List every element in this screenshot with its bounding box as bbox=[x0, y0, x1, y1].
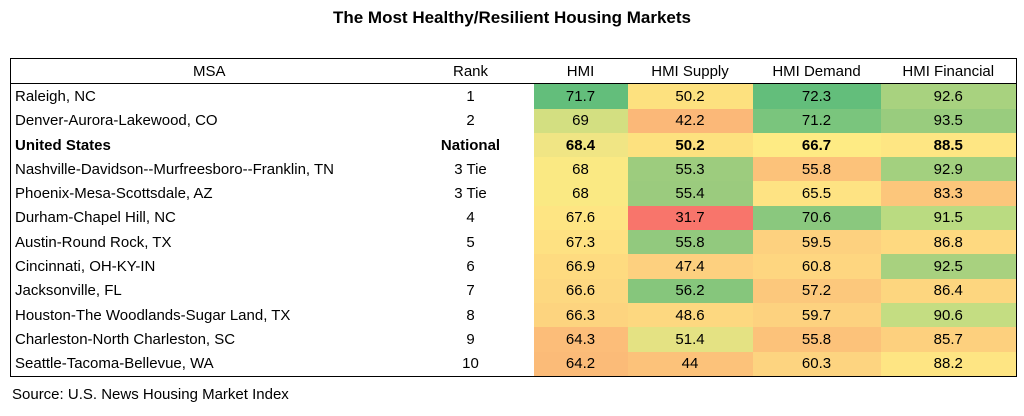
cell-hmi-financial: 86.8 bbox=[880, 230, 1017, 255]
table-row: Charleston-North Charleston, SC 9 64.3 51.4… bbox=[11, 327, 1017, 352]
table-row: Austin-Round Rock, TX 5 67.3 55.8 59.5 86.8 bbox=[11, 230, 1017, 255]
cell-hmi-financial: 92.6 bbox=[880, 83, 1017, 109]
cell-msa: Charleston-North Charleston, SC bbox=[15, 330, 236, 348]
cell-msa: Nashville-Davidson--Murfreesboro--Frankl… bbox=[15, 160, 334, 178]
cell-hmi-financial: 83.3 bbox=[880, 181, 1017, 206]
cell-hmi: 67.6 bbox=[533, 205, 628, 231]
cell-hmi-demand: 60.8 bbox=[752, 254, 881, 279]
cell-msa: Austin-Round Rock, TX bbox=[15, 233, 172, 251]
cell-hmi-demand: 71.2 bbox=[752, 108, 881, 133]
cell-hmi-demand: 65.5 bbox=[752, 181, 881, 206]
cell-msa: Jacksonville, FL bbox=[15, 282, 122, 300]
cell-hmi: 64.2 bbox=[533, 351, 628, 377]
cell-hmi-demand: 66.7 bbox=[752, 132, 881, 158]
cell-rank: 3 Tie bbox=[454, 185, 487, 203]
cell-rank: 7 bbox=[466, 282, 475, 300]
table-row: United States National 68.4 50.2 66.7 88.5 bbox=[11, 132, 1017, 158]
cell-msa: Raleigh, NC bbox=[15, 87, 96, 105]
table-row: Houston-The Woodlands-Sugar Land, TX 8 66.… bbox=[11, 302, 1017, 328]
cell-hmi-demand: 59.5 bbox=[752, 230, 881, 255]
cell-msa: Phoenix-Mesa-Scottsdale, AZ bbox=[15, 185, 213, 203]
cell-rank: 10 bbox=[462, 355, 479, 373]
cell-msa: Seattle-Tacoma-Bellevue, WA bbox=[15, 355, 214, 373]
cell-hmi: 71.7 bbox=[533, 83, 628, 109]
cell-hmi-demand: 55.8 bbox=[752, 327, 881, 352]
column-header-hmi-financial: HMI Financial bbox=[880, 58, 1017, 85]
table-row: Jacksonville, FL 7 66.6 56.2 57.2 86.4 bbox=[11, 278, 1017, 303]
cell-rank: 9 bbox=[466, 330, 475, 348]
cell-hmi-financial: 88.5 bbox=[880, 132, 1017, 158]
cell-hmi-financial: 93.5 bbox=[880, 108, 1017, 133]
cell-hmi-supply: 48.6 bbox=[627, 302, 753, 328]
cell-rank: National bbox=[440, 136, 501, 154]
cell-hmi-financial: 88.2 bbox=[880, 351, 1017, 377]
cell-hmi-supply: 55.4 bbox=[627, 181, 753, 206]
cell-hmi-demand: 72.3 bbox=[752, 83, 881, 109]
cell-hmi-financial: 90.6 bbox=[880, 302, 1017, 328]
cell-hmi-financial: 85.7 bbox=[880, 327, 1017, 352]
cell-hmi: 68.4 bbox=[533, 132, 628, 158]
cell-hmi: 67.3 bbox=[533, 230, 628, 255]
cell-rank: 8 bbox=[466, 306, 475, 324]
column-header-rank: Rank bbox=[407, 58, 534, 85]
cell-msa: Houston-The Woodlands-Sugar Land, TX bbox=[15, 306, 291, 324]
cell-hmi-supply: 44 bbox=[627, 351, 753, 377]
table-row: Durham-Chapel Hill, NC 4 67.6 31.7 70.6 91.5 bbox=[11, 205, 1017, 231]
cell-hmi-demand: 59.7 bbox=[752, 302, 881, 328]
cell-msa: Denver-Aurora-Lakewood, CO bbox=[15, 112, 218, 130]
source-note: Source: U.S. News Housing Market Index bbox=[12, 386, 289, 403]
cell-hmi-demand: 70.6 bbox=[752, 205, 881, 231]
table-row: Cincinnati, OH-KY-IN 6 66.9 47.4 60.8 92.5 bbox=[11, 254, 1017, 279]
cell-hmi-supply: 55.3 bbox=[627, 157, 753, 182]
table-title: The Most Healthy/Resilient Housing Marke… bbox=[332, 8, 691, 27]
cell-hmi-financial: 92.5 bbox=[880, 254, 1017, 279]
cell-rank: 3 Tie bbox=[454, 160, 487, 178]
cell-hmi-supply: 50.2 bbox=[627, 132, 753, 158]
table-body: Raleigh, NC 1 71.7 50.2 72.3 92.6 Denver-Auror… bbox=[11, 83, 1017, 377]
cell-rank: 6 bbox=[466, 258, 475, 276]
cell-rank: 1 bbox=[466, 87, 475, 105]
table-row: Seattle-Tacoma-Bellevue, WA 10 64.2 44 60.3 8… bbox=[11, 351, 1017, 377]
cell-hmi-supply: 55.8 bbox=[627, 230, 753, 255]
cell-hmi-supply: 56.2 bbox=[627, 278, 753, 303]
cell-hmi: 68 bbox=[533, 157, 628, 182]
cell-hmi-demand: 60.3 bbox=[752, 351, 881, 377]
housing-markets-table: MSA Rank HMI HMI Supply HMI Demand HMI F… bbox=[10, 58, 1017, 377]
table-row: Denver-Aurora-Lakewood, CO 2 69 42.2 71.2 93.… bbox=[11, 108, 1017, 133]
header-row: MSA Rank HMI HMI Supply HMI Demand HMI F… bbox=[10, 58, 1017, 85]
cell-hmi-supply: 50.2 bbox=[627, 83, 753, 109]
cell-hmi-financial: 92.9 bbox=[880, 157, 1017, 182]
cell-hmi: 66.3 bbox=[533, 302, 628, 328]
cell-hmi-supply: 51.4 bbox=[627, 327, 753, 352]
cell-hmi-supply: 31.7 bbox=[627, 205, 753, 231]
cell-msa: Cincinnati, OH-KY-IN bbox=[15, 258, 156, 276]
cell-hmi-financial: 86.4 bbox=[880, 278, 1017, 303]
cell-hmi: 69 bbox=[533, 108, 628, 133]
cell-rank: 4 bbox=[466, 209, 475, 227]
column-header-hmi-demand: HMI Demand bbox=[752, 58, 881, 85]
cell-hmi: 68 bbox=[533, 181, 628, 206]
cell-hmi-demand: 55.8 bbox=[752, 157, 881, 182]
cell-hmi: 66.9 bbox=[533, 254, 628, 279]
column-header-msa: MSA bbox=[10, 58, 408, 85]
cell-rank: 2 bbox=[466, 112, 475, 130]
table-row: Phoenix-Mesa-Scottsdale, AZ 3 Tie 68 55.4 65… bbox=[11, 181, 1017, 206]
table-row: Nashville-Davidson--Murfreesboro--Frankl… bbox=[11, 157, 1017, 182]
cell-hmi-supply: 47.4 bbox=[627, 254, 753, 279]
cell-hmi-demand: 57.2 bbox=[752, 278, 881, 303]
cell-msa: United States bbox=[15, 136, 111, 154]
cell-hmi: 66.6 bbox=[533, 278, 628, 303]
table-row: Raleigh, NC 1 71.7 50.2 72.3 92.6 bbox=[11, 83, 1017, 109]
cell-hmi-supply: 42.2 bbox=[627, 108, 753, 133]
cell-hmi: 64.3 bbox=[533, 327, 628, 352]
column-header-hmi: HMI bbox=[533, 58, 628, 85]
cell-hmi-financial: 91.5 bbox=[880, 205, 1017, 231]
column-header-hmi-supply: HMI Supply bbox=[627, 58, 753, 85]
cell-msa: Durham-Chapel Hill, NC bbox=[15, 209, 176, 227]
cell-rank: 5 bbox=[466, 233, 475, 251]
